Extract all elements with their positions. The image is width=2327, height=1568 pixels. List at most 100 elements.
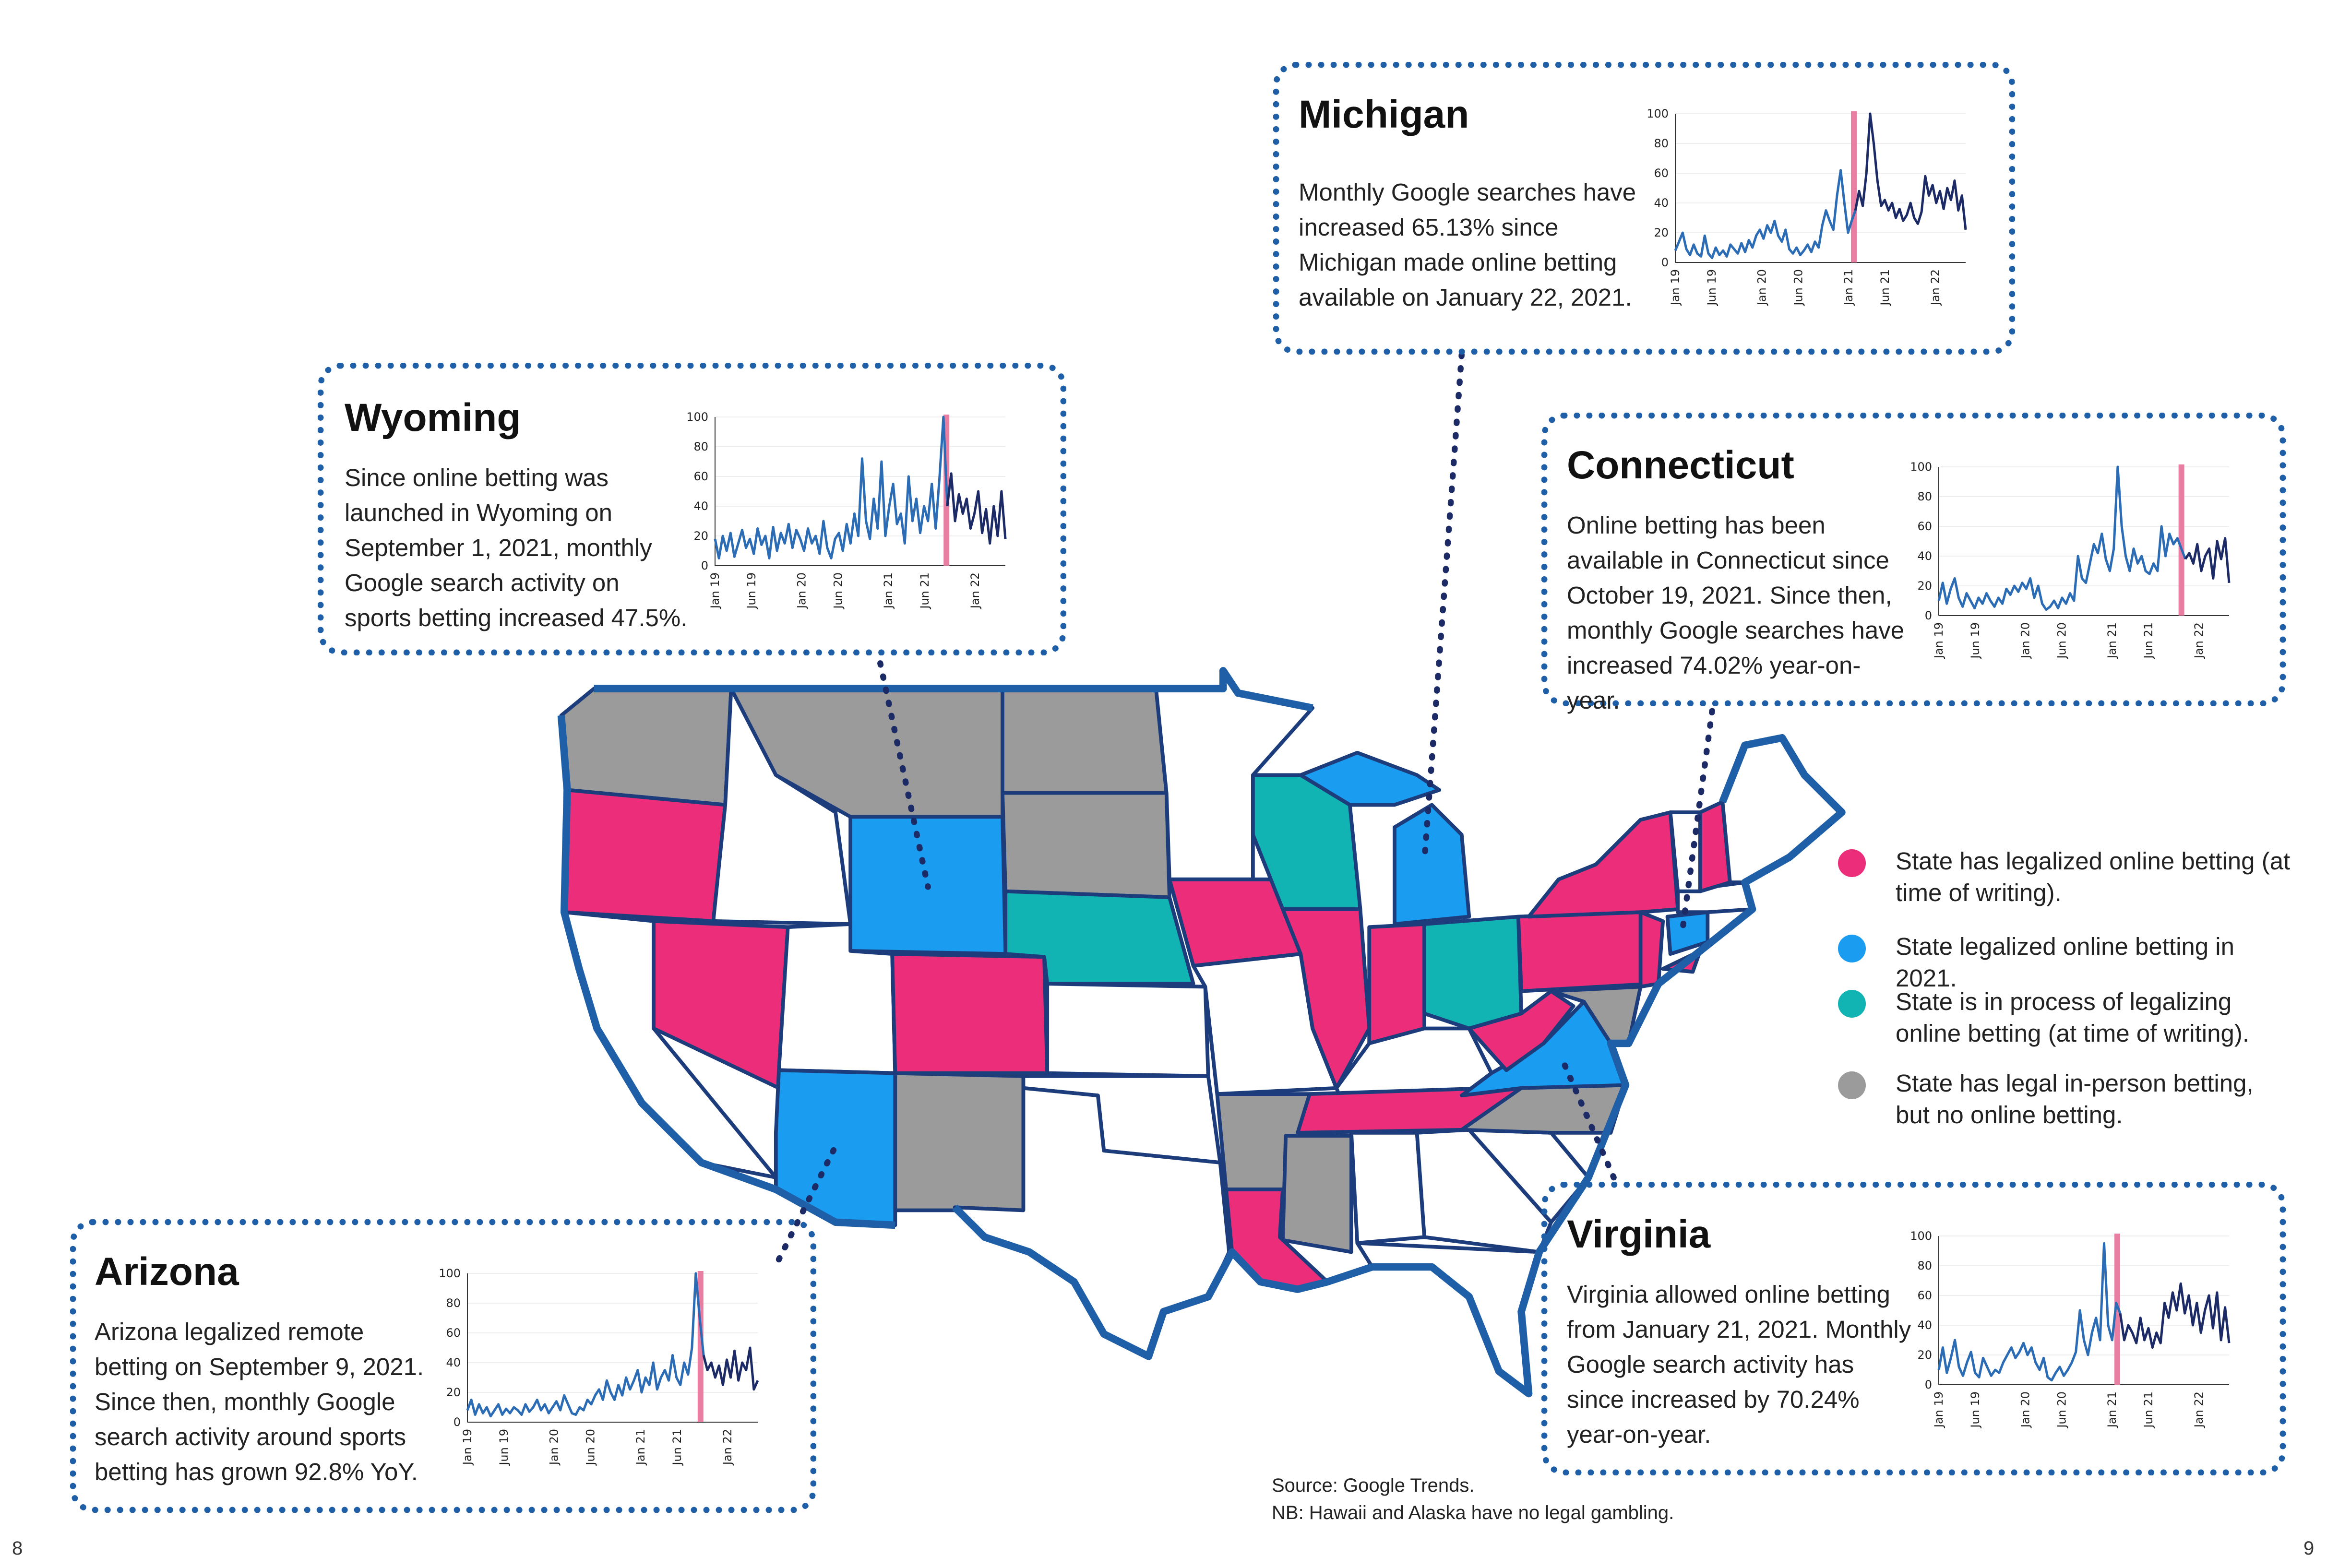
state-south-dakota [1001,791,1171,899]
state-washington [559,687,733,807]
state-north-dakota [1001,687,1169,795]
connector-connecticut [1679,708,1715,935]
y-tick-label: 60 [1917,1289,1932,1302]
y-tick-label: 20 [1917,579,1932,593]
x-tick-label: Jun 20 [2055,622,2068,660]
x-tick-label: Jun 20 [831,572,845,610]
y-tick-label: 100 [686,410,708,424]
series-line-before [1937,1242,2122,1382]
legend-label: State legalized online betting in 2021. [1896,933,2235,992]
y-tick-label: 40 [693,499,708,513]
x-tick-label: Jun 20 [2055,1391,2068,1429]
y-tick-label: 60 [693,470,708,483]
legend-swatch [1838,990,1866,1018]
trend-chart-wyoming: 0 20 40 60 80 100 Jan 19 Jun 19 Jan 20 Jun 20 Jan … [686,410,1007,610]
legend-swatch [1838,935,1866,962]
x-tick-label: Jan 20 [1755,269,1769,306]
series-line-before [1674,169,1857,260]
y-tick-label: 60 [1917,520,1932,533]
trend-chart-arizona: 0 20 40 60 80 100 Jan 19 Jun 19 Jan 20 Jun 20 Jan … [439,1267,759,1466]
legend-item-legal: State has legalized online betting (at t… [1838,845,2294,909]
y-tick-label: 20 [446,1386,461,1399]
callout-title: Wyoming [345,396,521,440]
callout-text: Arizona legalized remote betting on Sept… [95,1318,424,1485]
y-tick-label: 0 [1925,609,1932,622]
series-line-after [1854,112,1967,230]
x-tick-label: Jun 19 [1969,1391,1982,1429]
x-tick-label: Jan 21 [2105,1391,2119,1428]
callout-michigan: Michigan Monthly Google searches have in… [1273,62,2015,355]
legend-item-in-process: State is in process of legalizing online… [1838,986,2294,1049]
state-new-mexico [893,1071,1026,1212]
x-tick-label: Jun 21 [2142,622,2155,660]
x-tick-label: Jun 19 [497,1429,511,1466]
series-line-after [2119,1282,2231,1349]
x-tick-label: Jun 19 [745,572,758,610]
y-tick-label: 40 [446,1356,461,1369]
state-alabama [1349,1131,1427,1245]
x-tick-label: Jan 19 [708,572,722,609]
page-number-left: 8 [12,1538,23,1559]
y-tick-label: 80 [693,440,708,453]
x-tick-label: Jan 22 [1929,269,1942,306]
nb-note: NB: Hawaii and Alaska have no legal gamb… [1272,1502,1674,1523]
y-tick-label: 20 [693,529,708,543]
state-west-virginia [1467,989,1575,1072]
y-tick-label: 100 [439,1267,461,1280]
state-colorado [890,952,1050,1075]
y-tick-label: 60 [446,1326,461,1340]
series-line-before [1937,465,2187,611]
x-tick-label: Jan 22 [968,572,982,609]
y-tick-label: 100 [1647,107,1669,120]
callout-title: Arizona [95,1250,239,1294]
y-tick-label: 0 [1925,1378,1932,1391]
x-tick-label: Jun 20 [1791,269,1805,307]
page-number-right: 9 [2303,1538,2315,1559]
legend-item-legal-2021: State legalized online betting in 2021. [1838,931,2294,994]
y-tick-label: 80 [1917,490,1932,503]
y-tick-label: 60 [1654,166,1669,180]
series-line-before [714,416,949,559]
x-tick-label: Jan 19 [1932,1391,1945,1428]
y-tick-label: 100 [1910,460,1932,474]
x-tick-label: Jun 21 [670,1429,684,1466]
x-tick-label: Jun 20 [584,1429,597,1466]
x-tick-label: Jun 21 [2142,1391,2155,1429]
state-ohio [1422,915,1523,1031]
callout-virginia: Virginia Virginia allowed online betting… [1541,1182,2286,1475]
connector-michigan [1421,352,1465,865]
x-tick-label: Jun 21 [918,572,931,610]
callout-connecticut: Connecticut Online betting has been avai… [1541,413,2286,714]
y-tick-label: 100 [1910,1229,1932,1243]
x-tick-label: Jan 20 [548,1429,561,1466]
state-kansas [1045,982,1210,1078]
y-tick-label: 40 [1917,549,1932,563]
x-tick-label: Jan 22 [721,1429,734,1466]
series-line-after [946,472,1007,545]
callout-text: Since online betting was launched in Wyo… [345,464,688,631]
y-tick-label: 80 [1654,137,1669,150]
state-pennsylvania [1516,910,1655,993]
callout-text: Online betting has been available in Con… [1567,511,1905,714]
launch-marker [2178,464,2184,616]
legend-label: State is in process of legalizing online… [1896,988,2250,1047]
x-tick-label: Jan 20 [2019,622,2032,659]
legend-label: State has legal in-person betting, but n… [1896,1069,2254,1128]
state-new-jersey [1638,910,1665,989]
trend-chart-virginia: 0 20 40 60 80 100 Jan 19 Jun 19 Jan 20 Jun 20 Jan … [1910,1229,2231,1429]
y-tick-label: 80 [1917,1259,1932,1272]
state-oregon [562,788,728,923]
state-new-york [1527,810,1680,919]
y-tick-label: 0 [453,1415,461,1429]
launch-marker [2114,1234,2121,1385]
x-tick-label: Jan 21 [882,572,895,609]
callout-title: Connecticut [1567,443,1794,487]
x-tick-label: Jun 19 [1969,622,1982,660]
state-michigan-up [1299,750,1442,807]
y-tick-label: 40 [1654,196,1669,210]
connector-virginia [1560,1058,1617,1181]
x-tick-label: Jan 22 [2192,1391,2206,1428]
series-line-before [466,1272,705,1418]
legend-item-in-person: State has legal in-person betting, but n… [1838,1068,2294,1131]
